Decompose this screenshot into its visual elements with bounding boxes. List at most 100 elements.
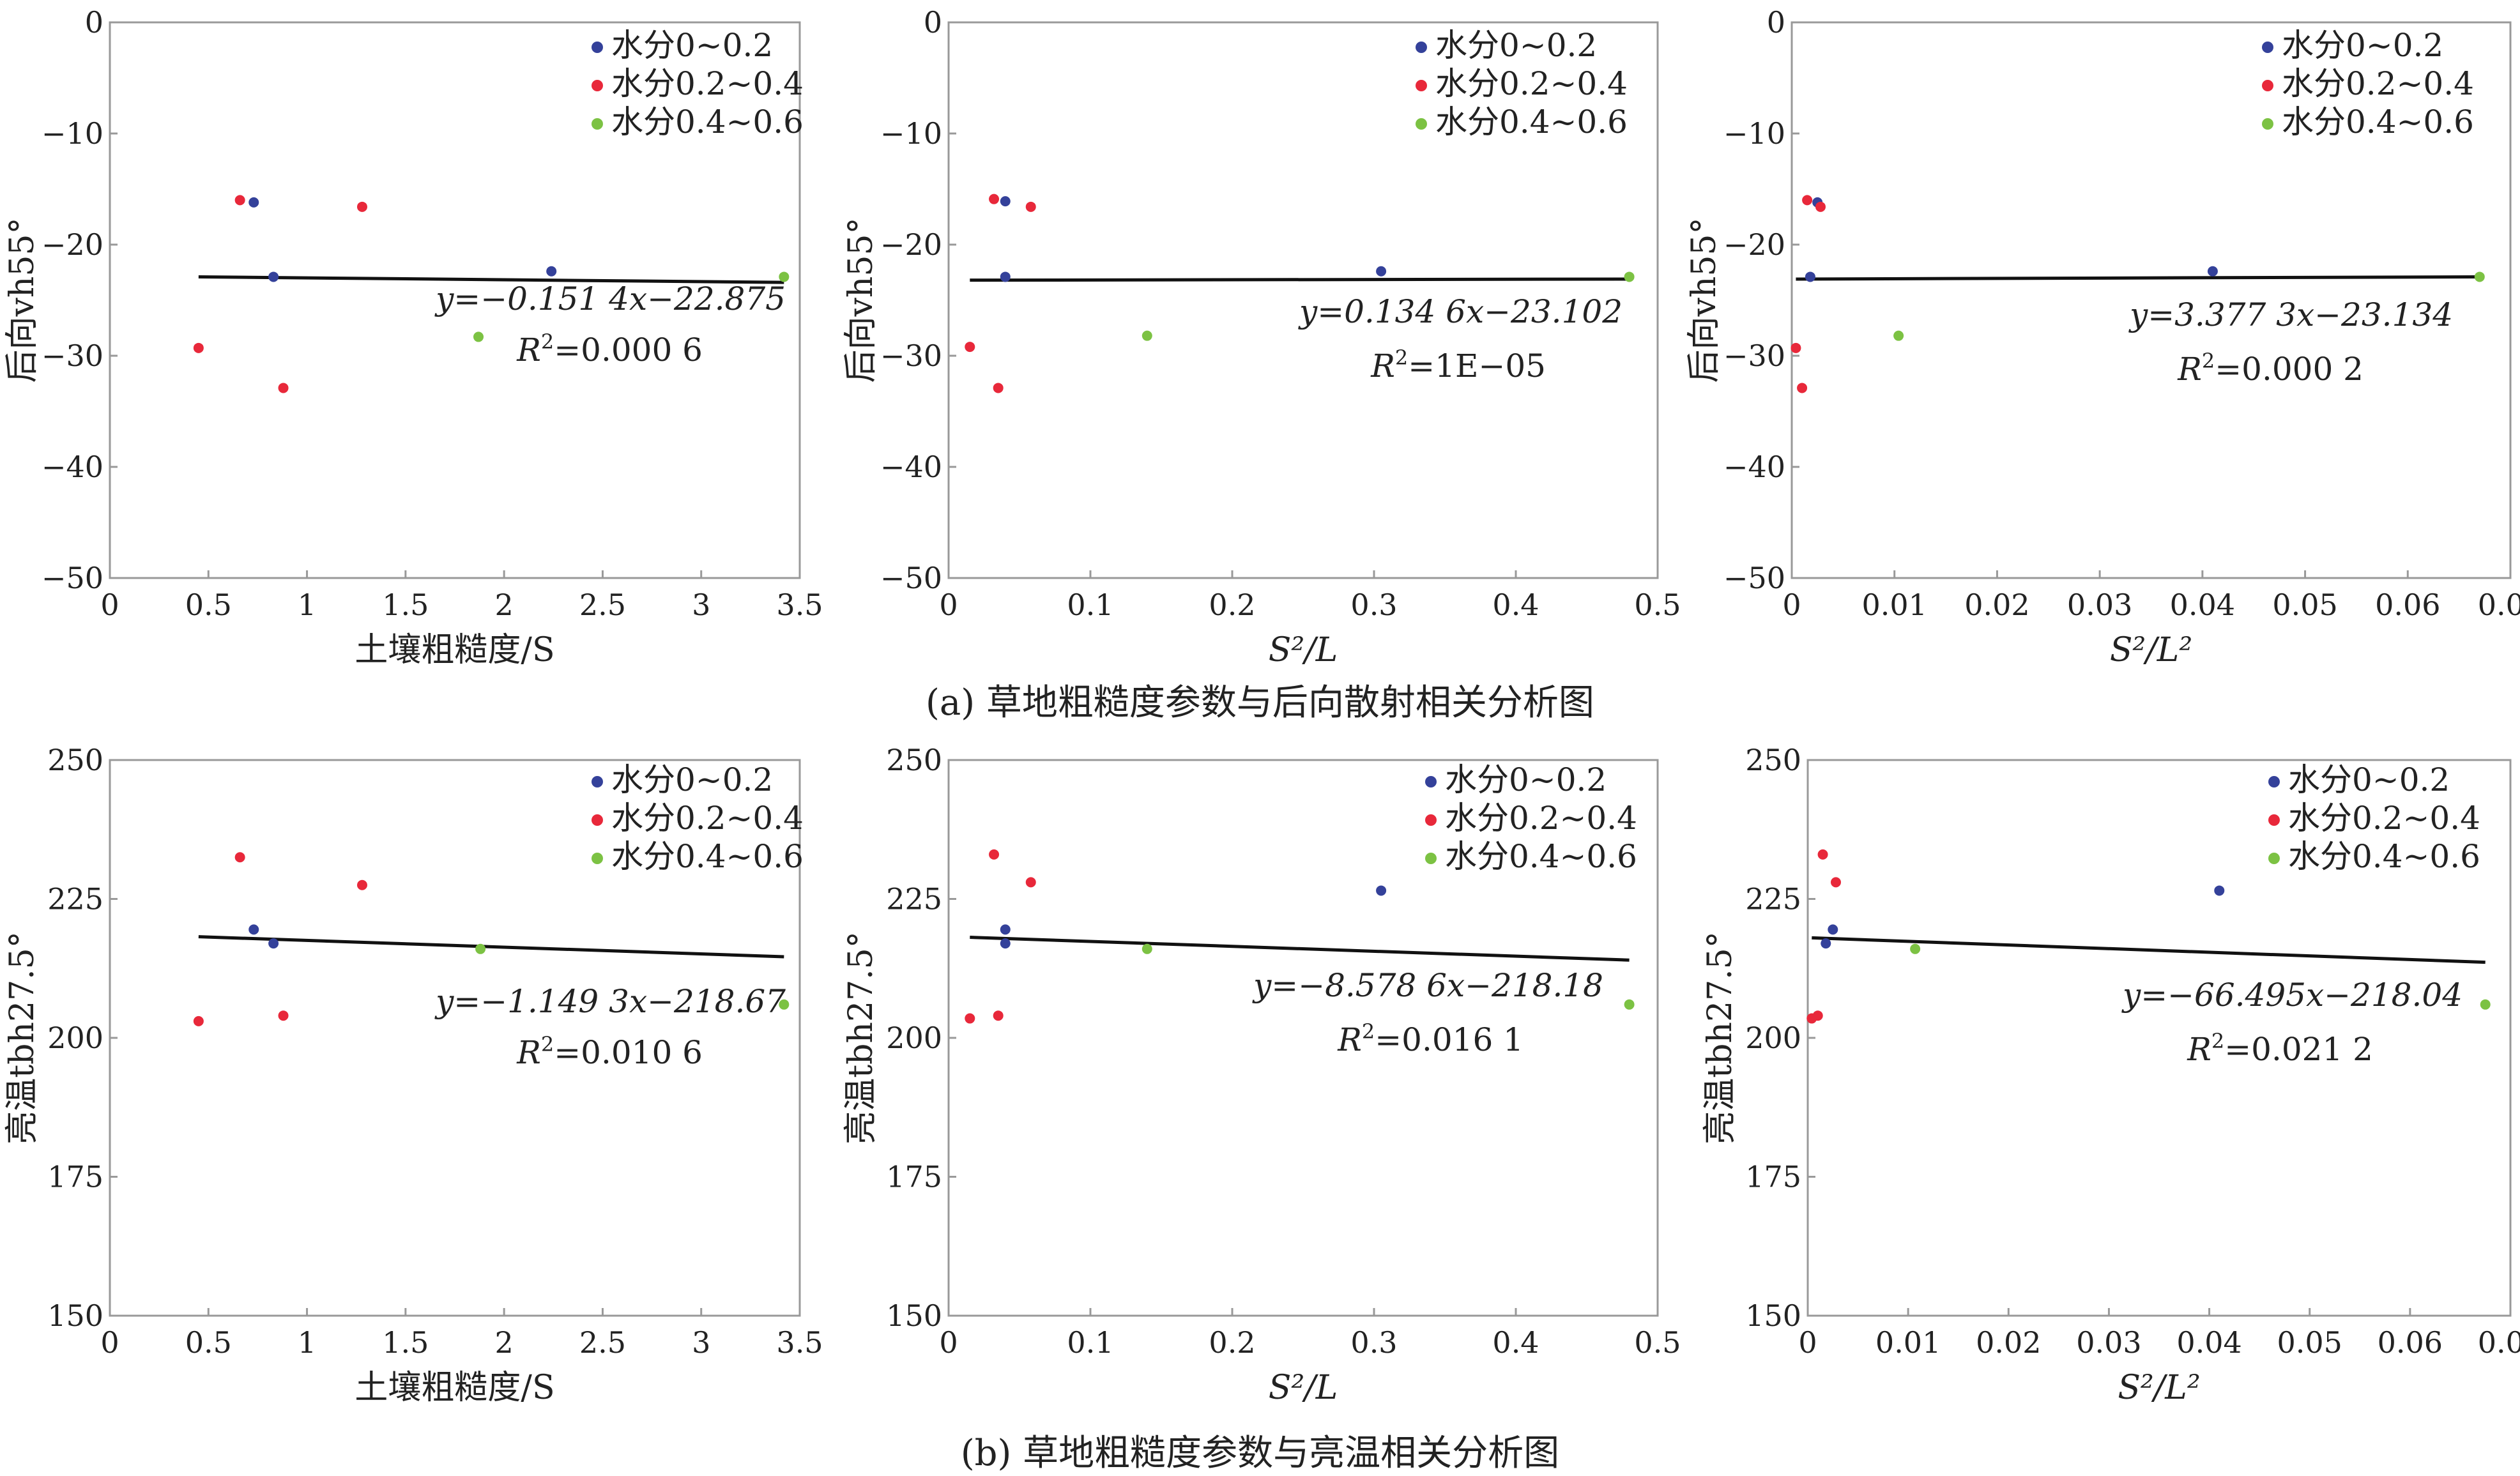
data-point-red [1817, 849, 1828, 860]
y-axis-label: 后向vh55° [842, 217, 880, 383]
plot-frame [109, 21, 801, 579]
y-axis-label: 后向vh55° [1685, 217, 1723, 383]
legend-label: 水分0.4~0.6 [2282, 103, 2474, 141]
regression-line [970, 936, 1630, 962]
regression-equation: y=−1.149 3x−218.67 [434, 983, 786, 1020]
data-point-blue [1828, 924, 1838, 935]
y-axis-label: 后向vh55° [3, 217, 42, 383]
x-tick-label: 0.1 [1067, 588, 1113, 622]
data-point-red [993, 383, 1004, 393]
legend-label: 水分0.4~0.6 [2288, 838, 2480, 875]
data-point-blue [1000, 271, 1011, 282]
data-point-red [193, 342, 204, 353]
data-point-blue [1000, 924, 1011, 935]
data-point-green [1142, 943, 1152, 954]
x-tick-label: 0 [1782, 588, 1801, 622]
x-tick-label: 3.5 [776, 588, 823, 622]
data-point-green [1624, 999, 1635, 1010]
data-point-red [965, 1013, 975, 1024]
y-tick-label: 250 [47, 743, 103, 777]
data-point-green [475, 943, 486, 954]
r-squared-label: R2=0.000 6 [516, 330, 703, 369]
data-point-red [989, 849, 1000, 860]
regression-equation: y=−66.495x−218.04 [2121, 977, 2463, 1014]
data-point-red [993, 1010, 1004, 1021]
y-tick-label: −20 [1723, 227, 1785, 262]
y-tick-label: 0 [85, 5, 103, 40]
legend-marker-red [592, 80, 603, 91]
y-tick-label: 225 [47, 882, 103, 917]
x-axis-label: 土壤粗糙度/S [355, 631, 554, 669]
x-tick-label: 0 [100, 588, 119, 622]
x-tick-label: 0.5 [185, 1325, 232, 1360]
x-tick-label: 0.04 [2170, 588, 2235, 622]
data-point-green [1142, 330, 1152, 341]
data-point-red [278, 1010, 289, 1021]
x-tick-label: 0.5 [185, 588, 232, 622]
y-tick-label: −30 [1723, 339, 1785, 373]
regression-line [198, 935, 784, 959]
r-squared-label: R2=0.000 2 [2177, 349, 2363, 388]
legend-label: 水分0.2~0.4 [2288, 800, 2480, 837]
x-tick-label: 1.5 [382, 588, 429, 622]
y-tick-label: −10 [880, 116, 942, 151]
y-axis-label: 亮温tbh27.5° [1701, 931, 1739, 1144]
legend-label: 水分0~0.2 [611, 27, 773, 64]
y-tick-label: −40 [880, 450, 942, 484]
legend-label: 水分0~0.2 [1435, 27, 1597, 64]
x-tick-label: 1 [298, 1325, 316, 1360]
data-point-red [1831, 877, 1841, 888]
x-tick-label: 0.2 [1209, 1325, 1255, 1360]
y-tick-label: −50 [880, 561, 942, 595]
data-point-red [193, 1016, 204, 1026]
data-point-red [1025, 201, 1036, 212]
y-tick-label: 175 [886, 1160, 942, 1194]
y-tick-label: 225 [886, 882, 942, 917]
data-point-blue [268, 271, 279, 282]
x-tick-label: 0.01 [1875, 1325, 1941, 1360]
data-point-blue [1376, 266, 1387, 277]
data-point-blue [248, 924, 259, 935]
data-point-green [1624, 271, 1635, 282]
x-tick-label: 1 [298, 588, 316, 622]
x-tick-label: 0.05 [2277, 1325, 2342, 1360]
x-tick-label: 0.1 [1067, 1325, 1113, 1360]
legend-marker-green [1416, 118, 1427, 130]
data-point-blue [248, 197, 259, 208]
data-point-blue [546, 266, 557, 277]
data-point-red [234, 852, 245, 863]
y-tick-label: 250 [1745, 743, 1801, 777]
legend-marker-red [2268, 814, 2280, 826]
y-tick-label: −20 [880, 227, 942, 262]
data-point-green [1910, 943, 1921, 954]
y-tick-label: −40 [42, 450, 103, 484]
data-point-green [1893, 330, 1904, 341]
data-point-red [1797, 383, 1808, 393]
x-tick-label: 0 [939, 588, 958, 622]
x-tick-label: 2 [495, 1325, 514, 1360]
plot-frame [947, 21, 1659, 579]
data-point-red [356, 201, 367, 212]
r-squared-label: R2=1E−05 [1370, 346, 1546, 384]
r-squared-label: R2=0.016 1 [1337, 1019, 1523, 1058]
legend-label: 水分0~0.2 [2282, 27, 2443, 64]
legend-marker-green [592, 853, 603, 864]
x-tick-label: 0.3 [1350, 588, 1397, 622]
x-tick-label: 0.4 [1492, 588, 1539, 622]
data-point-blue [2207, 266, 2218, 277]
legend-label: 水分0.2~0.4 [1445, 800, 1637, 837]
legend-label: 水分0.4~0.6 [611, 103, 804, 141]
x-tick-label: 0.05 [2272, 588, 2337, 622]
data-point-blue [1000, 938, 1011, 949]
x-tick-label: 0.02 [1964, 588, 2029, 622]
legend-label: 水分0.4~0.6 [1445, 838, 1637, 875]
r-squared-label: R2=0.010 6 [516, 1032, 703, 1071]
x-tick-label: 0.03 [2076, 1325, 2141, 1360]
x-tick-label: 0 [100, 1325, 119, 1360]
data-point-blue [268, 938, 279, 949]
y-tick-label: −30 [42, 339, 103, 373]
legend-label: 水分0~0.2 [1445, 761, 1607, 798]
x-tick-label: 2.5 [579, 1325, 626, 1360]
y-tick-label: 0 [924, 5, 942, 40]
